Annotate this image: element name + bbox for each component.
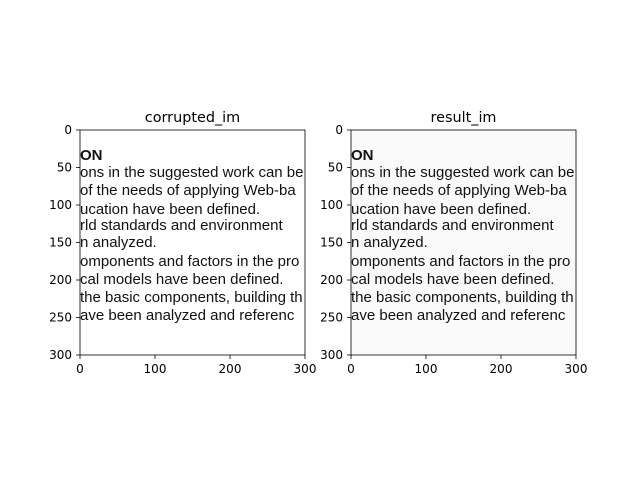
x-tick-label: 300 (565, 362, 588, 376)
doc-line: the basic components, building th (351, 289, 574, 306)
y-tick-label: 50 (57, 161, 72, 175)
y-tick-label: 300 (320, 348, 343, 362)
panel-title-corrupted: corrupted_im (145, 110, 240, 126)
doc-line: ucation have been defined. (80, 201, 260, 218)
image-area-corrupted (80, 130, 305, 355)
image-area-result (351, 130, 576, 355)
doc-line: n analyzed. (351, 234, 428, 251)
doc-line: ON (80, 147, 103, 164)
y-tick-label: 100 (320, 198, 343, 212)
y-tick-label: 200 (320, 273, 343, 287)
doc-line: ave been analyzed and referenc (80, 307, 295, 324)
doc-line: omponents and factors in the pro (351, 253, 570, 270)
y-tick-label: 100 (49, 198, 72, 212)
x-tick-label: 0 (76, 362, 84, 376)
y-tick-label: 300 (49, 348, 72, 362)
y-tick-label: 150 (320, 236, 343, 250)
y-tick-label: 50 (328, 161, 343, 175)
document-image-corrupted: ON ons in the suggested work can be of t… (80, 147, 303, 324)
doc-line: ave been analyzed and referenc (351, 307, 566, 324)
doc-line: ON (351, 147, 374, 164)
y-tick-label: 200 (49, 273, 72, 287)
x-tick-label: 0 (347, 362, 355, 376)
panel-corrupted: corrupted_im ON ons in the suggested wor… (49, 110, 316, 376)
x-tick-label: 200 (490, 362, 513, 376)
panel-result: result_im ON ons in the suggested work c… (320, 110, 587, 376)
y-tick-label: 0 (64, 123, 72, 137)
x-tick-marks-result (350, 355, 577, 359)
y-tick-label: 150 (49, 236, 72, 250)
doc-line: omponents and factors in the pro (80, 253, 299, 270)
doc-line: of the needs of applying Web-ba (351, 182, 567, 199)
doc-line: rld standards and environment (351, 217, 554, 234)
document-image-result: ON ons in the suggested work can be of t… (351, 147, 574, 324)
doc-line: n analyzed. (80, 234, 157, 251)
y-tick-label: 250 (320, 311, 343, 325)
doc-line: ons in the suggested work can be (351, 164, 574, 181)
doc-line: the basic components, building th (80, 289, 303, 306)
y-tick-label: 0 (335, 123, 343, 137)
y-tick-marks-corrupted (76, 129, 80, 356)
doc-line: rld standards and environment (80, 217, 283, 234)
x-tick-marks-corrupted (79, 355, 306, 359)
y-tick-marks-result (347, 129, 351, 356)
doc-line: cal models have been defined. (80, 271, 283, 288)
doc-line: of the needs of applying Web-ba (80, 182, 296, 199)
x-tick-label: 200 (219, 362, 242, 376)
panel-title-result: result_im (431, 110, 497, 126)
x-tick-label: 100 (144, 362, 167, 376)
y-tick-label: 250 (49, 311, 72, 325)
doc-line: cal models have been defined. (351, 271, 554, 288)
x-tick-label: 100 (415, 362, 438, 376)
doc-line: ucation have been defined. (351, 201, 531, 218)
x-tick-label: 300 (294, 362, 317, 376)
doc-line: ons in the suggested work can be (80, 164, 303, 181)
